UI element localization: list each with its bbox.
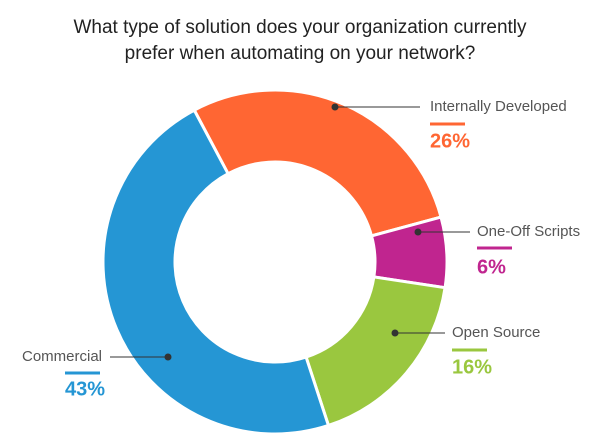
value-label: 6% — [477, 256, 506, 278]
leader-dot — [414, 228, 422, 236]
chart-title: prefer when automating on your network? — [125, 43, 476, 64]
donut-slice — [304, 275, 447, 428]
value-label: 16% — [452, 356, 492, 378]
donut-slice — [101, 108, 331, 436]
donut-slice — [192, 88, 443, 238]
value-label: 26% — [430, 130, 470, 152]
leader-dot — [391, 329, 399, 337]
category-label: Open Source — [452, 324, 540, 341]
chart-title: What type of solution does your organiza… — [73, 17, 527, 38]
leader-dot — [331, 103, 339, 111]
value-label: 43% — [65, 378, 105, 400]
category-label: One-Off Scripts — [477, 223, 580, 240]
category-label: Internally Developed — [430, 98, 567, 115]
leader-dot — [164, 353, 172, 361]
category-label: Commercial — [22, 348, 102, 365]
